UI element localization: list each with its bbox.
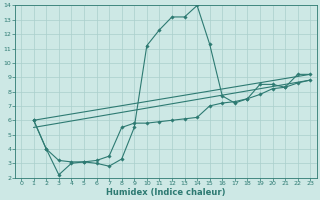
X-axis label: Humidex (Indice chaleur): Humidex (Indice chaleur) [106,188,225,197]
